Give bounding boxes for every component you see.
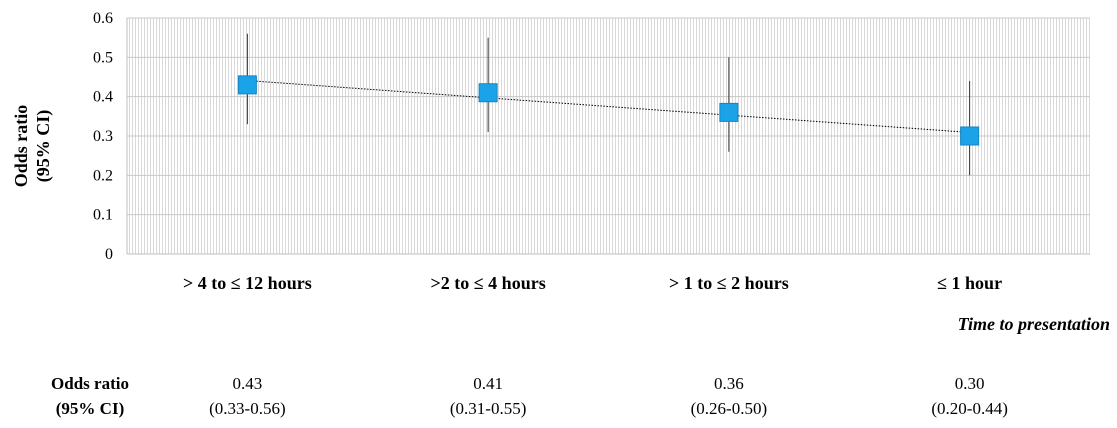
x-category-label: > 1 to ≤ 2 hours bbox=[669, 273, 789, 293]
x-category-label: >2 to ≤ 4 hours bbox=[431, 273, 546, 293]
data-point-marker bbox=[719, 102, 739, 122]
y-tick-label: 0.3 bbox=[93, 128, 113, 145]
y-tick-label: 0 bbox=[105, 246, 113, 263]
y-tick-label: 0.5 bbox=[93, 49, 113, 66]
data-point-marker bbox=[478, 83, 498, 103]
x-category-label: ≤ 1 hour bbox=[937, 273, 1002, 293]
table-value: 0.30 bbox=[955, 374, 985, 393]
table-cells: 0.43 (0.33-0.56) 0.41 (0.31-0.55) 0.36 (0.26-… bbox=[209, 374, 1008, 418]
y-tick-label: 0.4 bbox=[93, 89, 113, 106]
data-point-marker bbox=[237, 75, 257, 95]
y-axis-ticks: 0 0.1 0.2 0.3 0.4 0.5 0.6 bbox=[93, 10, 113, 263]
table-interval: (0.26-0.50) bbox=[691, 399, 767, 418]
table-interval: (0.20-0.44) bbox=[931, 399, 1007, 418]
y-tick-label: 0.2 bbox=[93, 167, 113, 184]
table-value: 0.41 bbox=[473, 374, 503, 393]
data-markers bbox=[237, 75, 980, 146]
y-tick-label: 0.1 bbox=[93, 207, 113, 224]
x-axis-categories: > 4 to ≤ 12 hours >2 to ≤ 4 hours > 1 to ≤… bbox=[183, 273, 1002, 293]
y-axis-title-line-1: Odds ratio bbox=[11, 105, 31, 188]
data-point-marker bbox=[960, 126, 980, 146]
table-row-header-line-1: Odds ratio bbox=[51, 374, 129, 393]
table-interval: (0.31-0.55) bbox=[450, 399, 526, 418]
gridlines bbox=[127, 17, 1090, 216]
trendline bbox=[247, 80, 970, 133]
table-value: 0.36 bbox=[714, 374, 744, 393]
table-interval: (0.33-0.56) bbox=[209, 399, 285, 418]
y-tick-label: 0.6 bbox=[93, 10, 113, 27]
table-row-header-line-2: (95% CI) bbox=[56, 399, 124, 418]
x-category-label: > 4 to ≤ 12 hours bbox=[183, 273, 312, 293]
table-value: 0.43 bbox=[233, 374, 263, 393]
x-axis-title: Time to presentation bbox=[958, 314, 1110, 334]
y-axis-title-line-2: (95% CI) bbox=[33, 110, 54, 183]
